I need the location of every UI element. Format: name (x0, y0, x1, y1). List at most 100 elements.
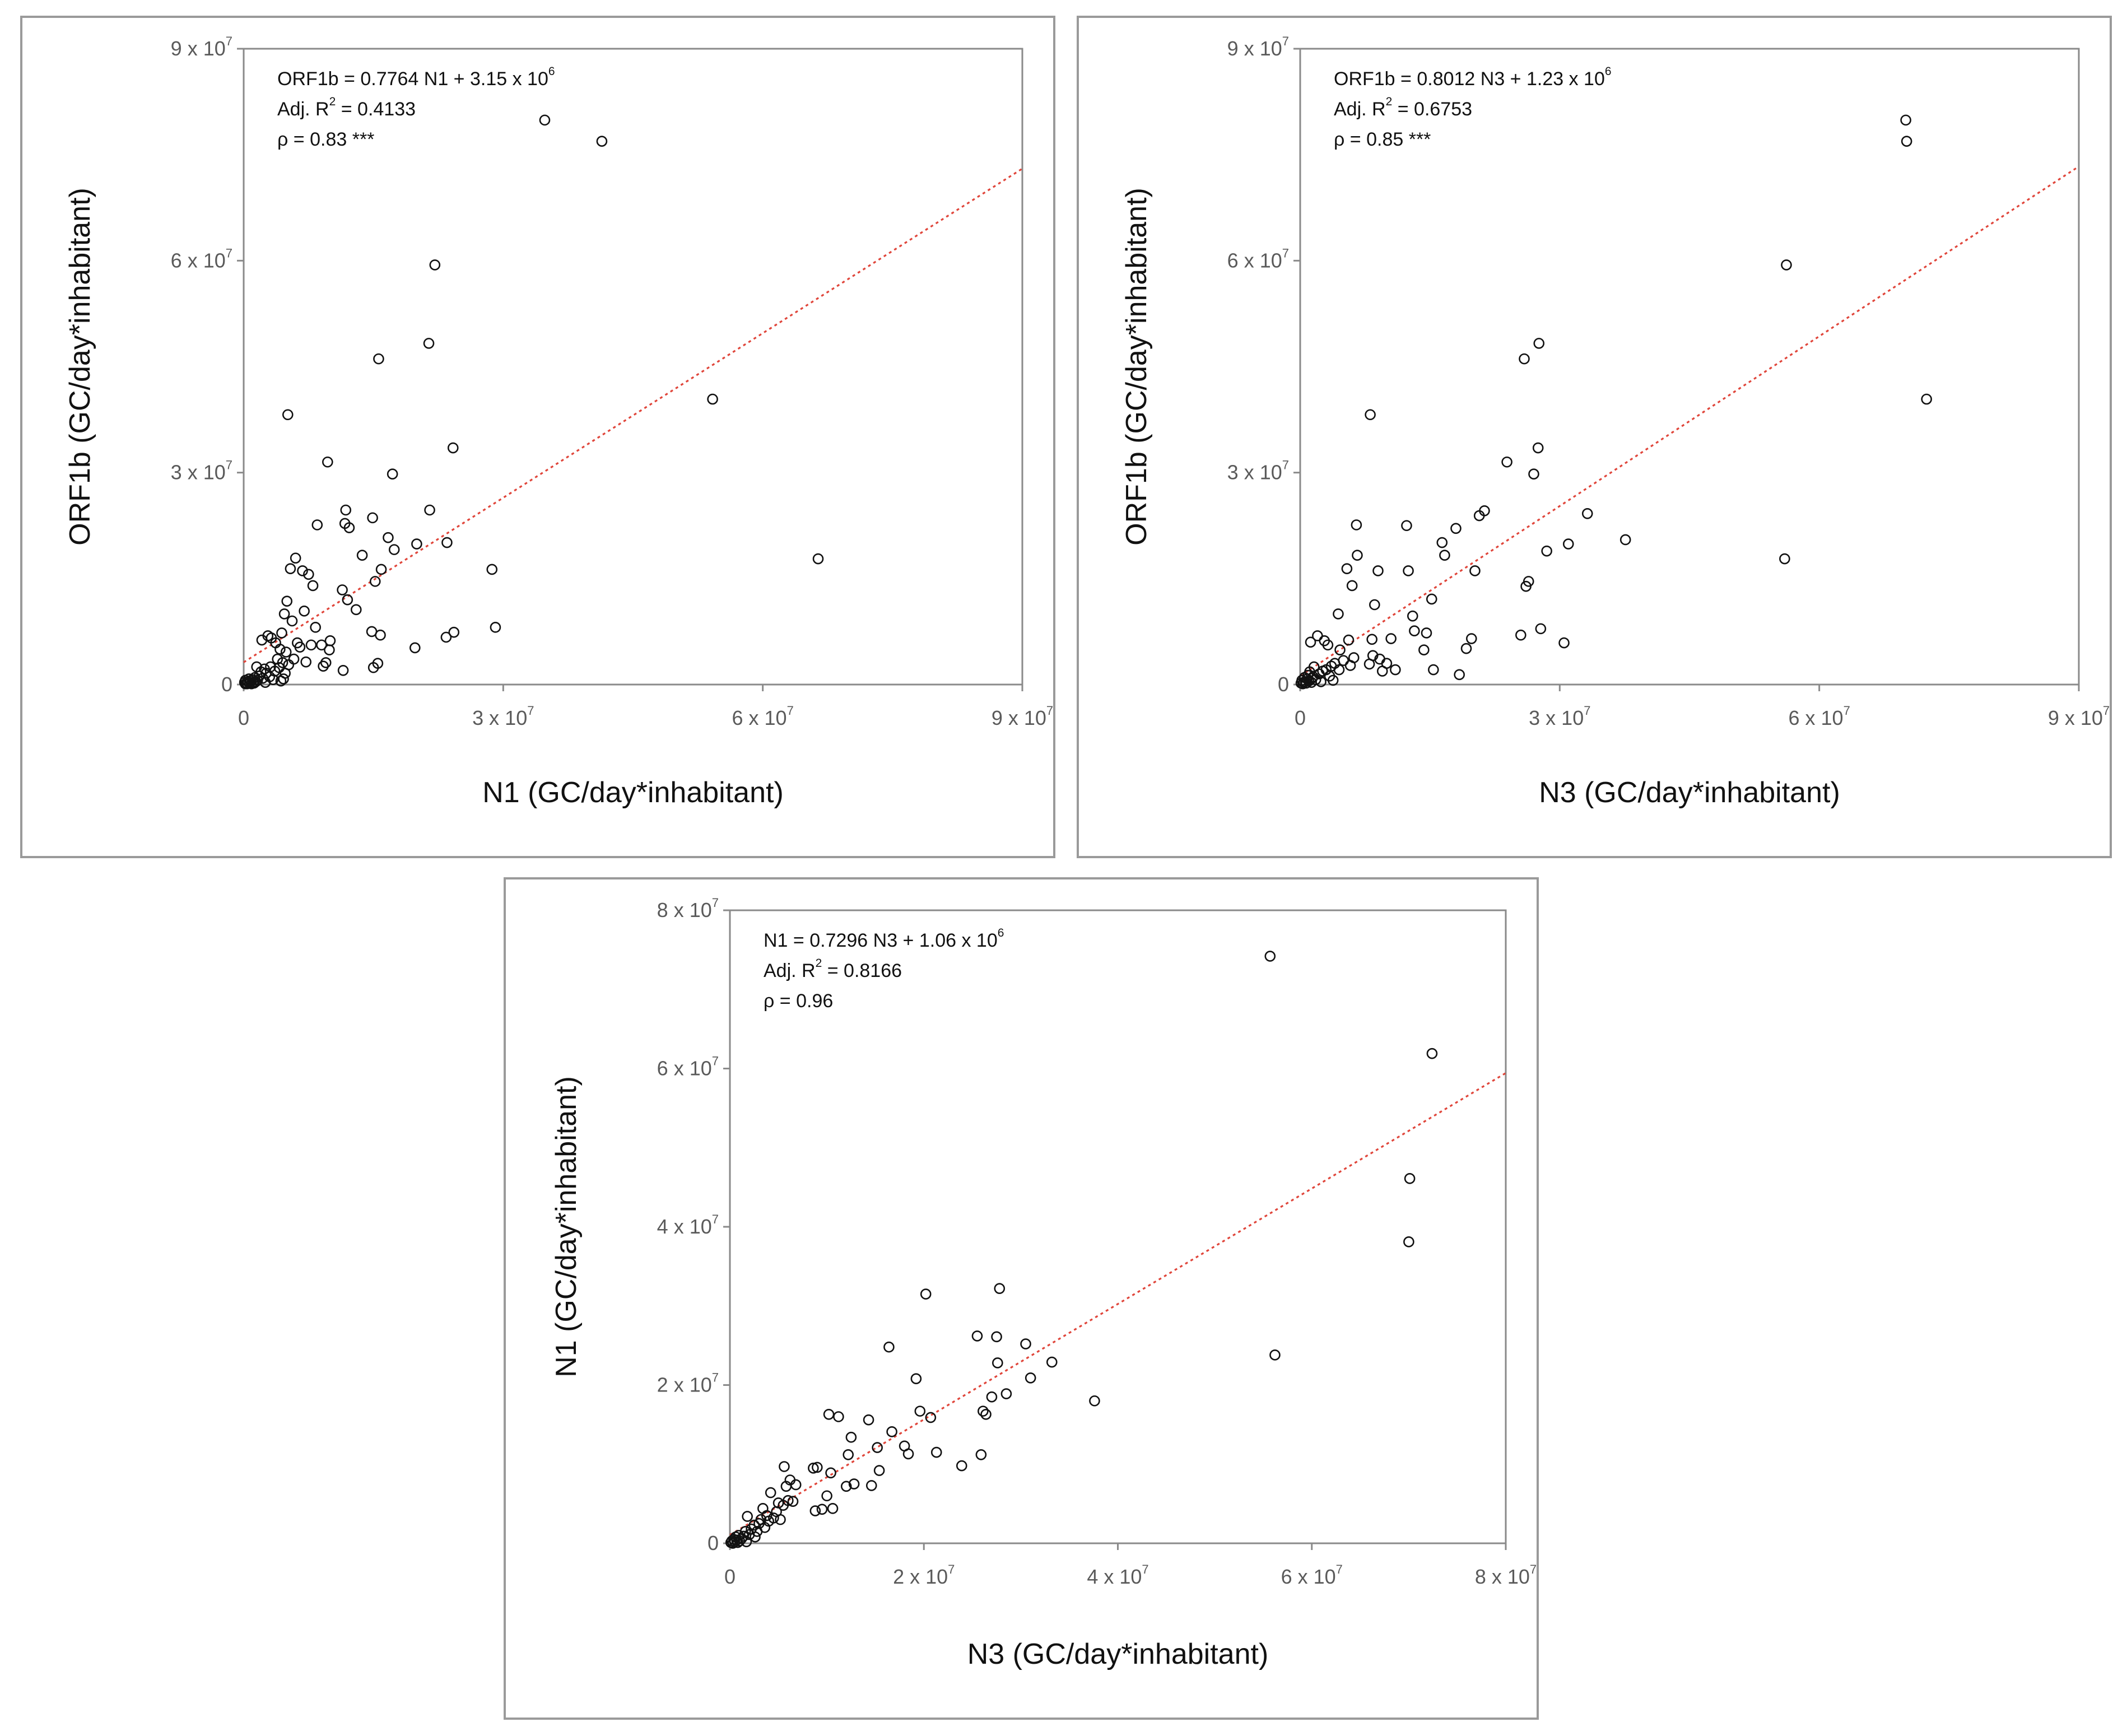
data-point (812, 553, 824, 565)
regression-annotation: ρ = 0.96 (764, 990, 833, 1012)
data-point (1403, 565, 1414, 576)
data-point (294, 641, 306, 653)
scatter-chart-orf1b-vs-n3: 0 3 x 107 6 x 107 9 x 107 0 3 x 107 6 x 107 9 x… (1120, 34, 2110, 809)
data-point (1436, 537, 1448, 548)
data-point (1426, 593, 1437, 605)
data-point (1341, 563, 1353, 574)
data-point (305, 639, 317, 651)
plot-area-frame (243, 48, 1023, 686)
data-point (375, 564, 387, 575)
data-point (787, 1496, 799, 1507)
data-point (441, 537, 453, 548)
data-point (741, 1536, 752, 1547)
data-point (337, 664, 349, 676)
data-point (991, 1331, 1002, 1343)
data-point (994, 1283, 1006, 1294)
data-point (971, 1330, 983, 1342)
data-point (276, 627, 287, 639)
data-point (742, 1511, 753, 1522)
data-point (1385, 633, 1397, 644)
data-point (324, 635, 336, 646)
data-point (1089, 1395, 1100, 1407)
data-point (1418, 644, 1430, 656)
data-point (707, 393, 718, 405)
data-point (367, 512, 378, 524)
chart-panel-n1-vs-n3: 0 2 x 107 4 x 107 6 x 107 8 x 107 0 2 x 107 4 x… (504, 877, 1539, 1720)
x-tick-label: 0 (724, 1565, 736, 1588)
data-point (809, 1505, 821, 1516)
data-point (1428, 664, 1439, 676)
data-point (1381, 658, 1393, 669)
x-tick-label: 0 (1295, 706, 1306, 729)
data-point (255, 666, 267, 678)
data-point (1338, 655, 1349, 666)
data-point (765, 1487, 776, 1498)
data-point (350, 604, 362, 616)
data-point (388, 544, 400, 555)
y-axis-title: N1 (GC/day*inhabitant) (550, 1076, 583, 1377)
y-tick-label: 9 x 107 (171, 34, 232, 60)
data-point (490, 622, 501, 633)
data-point (1269, 1349, 1281, 1361)
data-point (303, 569, 314, 580)
data-point (848, 1478, 860, 1490)
data-point (845, 1431, 857, 1443)
data-point (409, 642, 421, 654)
data-point (278, 608, 290, 620)
data-point (1046, 1356, 1058, 1368)
y-tick-label: 4 x 107 (657, 1212, 719, 1238)
data-point (1535, 623, 1547, 635)
regression-annotation: Adj. R2 = 0.8166 (764, 957, 902, 981)
data-point (808, 1463, 819, 1474)
data-point (840, 1481, 852, 1492)
data-point (286, 615, 298, 627)
data-point (1351, 519, 1362, 530)
data-point (1322, 639, 1334, 651)
data-point (1390, 664, 1401, 676)
data-point (872, 1442, 883, 1453)
data-point (278, 673, 289, 685)
scatter-chart-n1-vs-n3: 0 2 x 107 4 x 107 6 x 107 8 x 107 0 2 x 107 4 x… (550, 896, 1537, 1670)
data-point (1346, 580, 1358, 592)
data-point (1327, 674, 1339, 686)
data-point (886, 1426, 897, 1437)
data-point (440, 631, 452, 643)
regression-annotation: Adj. R2 = 0.4133 (277, 95, 416, 120)
data-point (356, 550, 368, 561)
data-point (1366, 634, 1377, 645)
data-point (833, 1411, 844, 1422)
data-point (865, 1480, 877, 1491)
data-point (812, 1462, 823, 1473)
data-point (1407, 610, 1418, 622)
data-point (863, 1414, 874, 1426)
y-tick-label: 0 (1278, 673, 1289, 696)
data-point (300, 656, 312, 668)
x-axis-title: N3 (GC/day*inhabitant) (967, 1638, 1269, 1670)
y-tick-label: 0 (708, 1532, 719, 1555)
data-point (1372, 565, 1384, 576)
data-point (980, 1408, 992, 1420)
data-point (343, 522, 355, 533)
data-point (779, 1461, 790, 1472)
plot-area-frame (1299, 48, 2080, 686)
data-point (486, 564, 498, 575)
data-point (750, 1531, 761, 1543)
data-point (411, 538, 422, 550)
data-point (825, 1467, 836, 1479)
x-tick-label: 3 x 107 (1529, 704, 1590, 729)
data-point (1921, 393, 1932, 405)
data-point (1403, 1236, 1414, 1248)
data-point (1901, 136, 1912, 147)
data-point (992, 1357, 1003, 1369)
x-tick-label: 9 x 107 (2048, 704, 2110, 729)
data-point (1312, 630, 1323, 641)
data-point (297, 565, 308, 576)
data-point (424, 504, 435, 516)
chart-panel-orf1b-vs-n1: 0 3 x 107 6 x 107 9 x 107 0 3 x 107 6 x 107 9 x… (20, 16, 1055, 858)
y-tick-label: 9 x 107 (1227, 34, 1289, 60)
data-point (1020, 1338, 1031, 1349)
data-point (1515, 629, 1526, 641)
regression-annotation: ρ = 0.83 *** (277, 129, 374, 150)
regression-annotation: ORF1b = 0.8012 N3 + 1.23 x 106 (1334, 65, 1612, 90)
data-point (1334, 644, 1346, 656)
